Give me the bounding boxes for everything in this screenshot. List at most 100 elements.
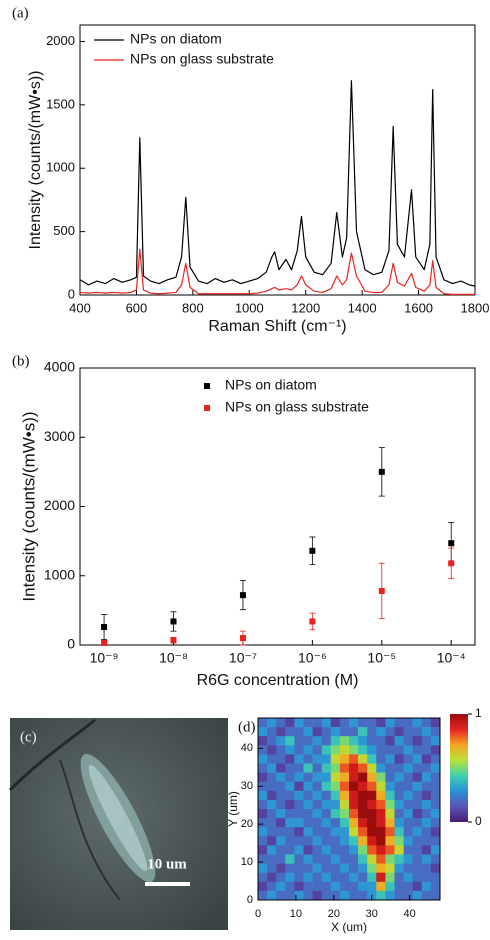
heat-cell [385, 818, 395, 828]
heat-cell [285, 772, 295, 782]
y-tick-label: 2000 [44, 497, 75, 513]
x-axis-label: R6G concentration (M) [197, 672, 359, 689]
colorbar-tick-label: 1 [475, 706, 482, 720]
heat-cell [303, 736, 313, 746]
heat-cell [339, 763, 350, 773]
panel-label: (b) [12, 353, 30, 369]
heat-cell [430, 845, 441, 855]
heat-cell [367, 818, 377, 828]
plot-frame [79, 24, 476, 296]
heat-cell [385, 863, 395, 873]
heat-cell [330, 754, 341, 764]
heat-cell [276, 736, 286, 746]
heat-cell [321, 863, 332, 873]
heat-cell [276, 754, 286, 764]
heat-cell [285, 881, 295, 892]
panel-label: (d) [238, 719, 256, 735]
heat-cell [421, 881, 432, 892]
x-tick-label: 1600 [404, 300, 433, 315]
x-tick-label: 10⁻⁹ [90, 650, 119, 666]
heat-cell [421, 890, 432, 901]
heat-cell [385, 745, 395, 755]
heat-cell [312, 854, 322, 864]
heat-cell [303, 718, 313, 728]
heat-cell [303, 799, 313, 810]
heat-cell [367, 790, 377, 801]
point [239, 592, 246, 599]
heat-cell [276, 718, 286, 728]
heat-cell [394, 809, 404, 819]
heat-cell [403, 718, 413, 728]
y-tick-label: 3000 [44, 428, 75, 444]
heat-cell [358, 854, 368, 864]
heat-cell [349, 718, 359, 728]
heat-cell [303, 854, 313, 864]
heat-cell [294, 845, 304, 855]
heat-cell [349, 890, 359, 901]
heat-cell [403, 772, 413, 782]
heat-cell [367, 827, 377, 837]
heat-cell [394, 781, 404, 792]
heat-cell [403, 781, 413, 792]
heat-cell [385, 781, 395, 792]
y-tick-label: 0 [68, 286, 75, 301]
heat-cell [294, 872, 304, 883]
heat-cell [312, 799, 322, 810]
heat-cell [376, 718, 386, 728]
x-tick-label: 20 [328, 908, 340, 920]
heat-cell [421, 836, 432, 846]
heat-cell [376, 818, 386, 828]
heat-cell [312, 736, 322, 746]
heat-cell [358, 790, 368, 801]
heat-cell [267, 845, 277, 855]
heat-cell [412, 745, 423, 755]
heat-cell [267, 745, 277, 755]
x-tick-label: 10 [290, 908, 302, 920]
heat-cell [412, 809, 423, 819]
heat-cell [376, 745, 386, 755]
heat-cell [358, 890, 368, 901]
heat-cell [339, 890, 350, 901]
x-tick-label: 10⁻⁴ [437, 650, 466, 666]
heat-cell [394, 881, 404, 892]
heat-cell [421, 790, 432, 801]
heat-cell [367, 809, 377, 819]
heat-cell [385, 809, 395, 819]
heat-cell [303, 872, 313, 883]
heat-cell [403, 881, 413, 892]
heat-cell [258, 854, 268, 864]
heat-cell [394, 818, 404, 828]
heat-cell [321, 772, 332, 782]
x-tick-label: 10⁻⁵ [367, 650, 396, 666]
heat-cell [330, 872, 341, 883]
x-tick-label: 600 [126, 300, 148, 315]
heat-cell [403, 809, 413, 819]
heat-cell [412, 790, 423, 801]
heat-cell [330, 736, 341, 746]
heat-cell [339, 772, 350, 782]
heat-cell [385, 718, 395, 728]
heat-cell [303, 827, 313, 837]
heat-cell [330, 718, 341, 728]
heat-cell [403, 836, 413, 846]
heat-cell [339, 836, 350, 846]
heat-cell [321, 836, 332, 846]
y-tick-label: 10 [241, 856, 253, 868]
heat-cell [330, 836, 341, 846]
heat-cell [267, 836, 277, 846]
heat-cell [358, 736, 368, 746]
heat-cell [421, 727, 432, 737]
heat-cell [258, 754, 268, 764]
heat-cell [376, 809, 386, 819]
heat-cell [394, 827, 404, 837]
heat-cell [258, 763, 268, 773]
legend-label: NPs on diatom [130, 31, 222, 47]
heat-cell [267, 890, 277, 901]
heat-cell [385, 890, 395, 901]
point [101, 623, 108, 630]
heat-cell [294, 827, 304, 837]
heat-cell [321, 827, 332, 837]
heat-cell [403, 863, 413, 873]
x-tick-label: 1200 [291, 300, 320, 315]
heat-cell [321, 881, 332, 892]
